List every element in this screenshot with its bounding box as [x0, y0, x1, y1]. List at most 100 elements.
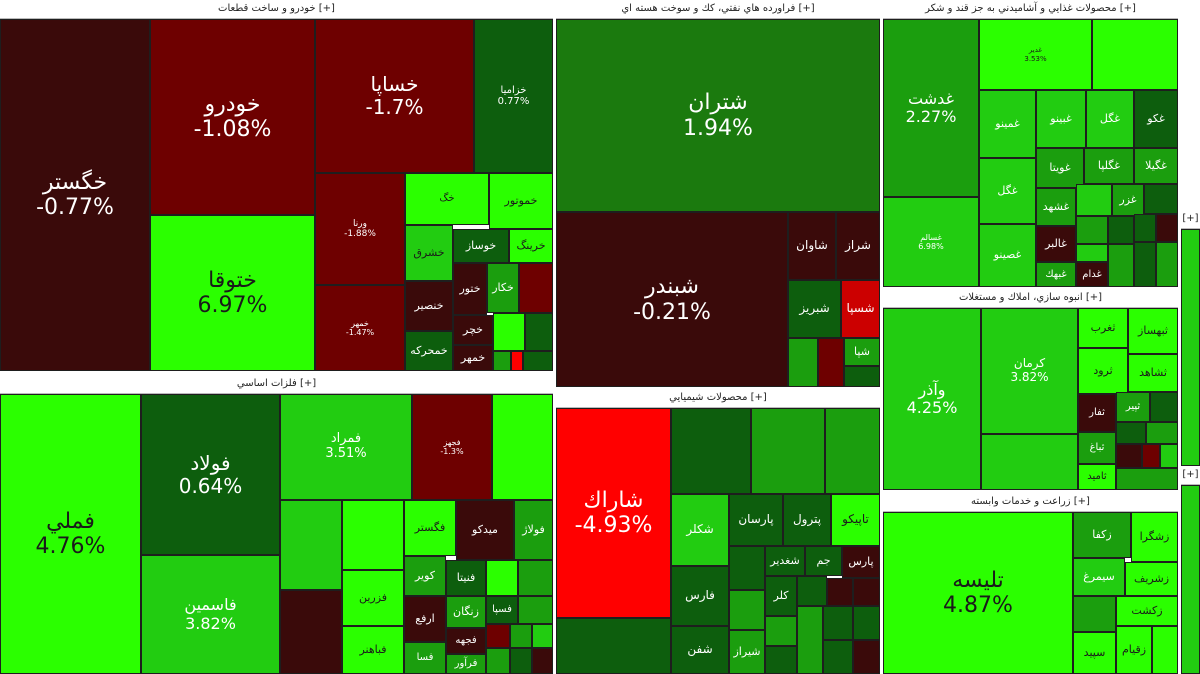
stock-tile-small-10[interactable] — [1092, 19, 1178, 90]
stock-tile-khosaz[interactable]: خوساز — [453, 229, 509, 263]
stock-tile-fars[interactable]: فارس — [671, 566, 729, 626]
stock-tile-shklar[interactable]: شكلر — [671, 494, 729, 566]
sector-header-side-1[interactable]: [+] — [1181, 210, 1200, 229]
stock-tile-small-53[interactable] — [1146, 422, 1178, 444]
stock-tile-sapid[interactable]: سپيد — [1073, 632, 1116, 674]
stock-tile-ghgila[interactable]: غگيلا — [1134, 148, 1178, 184]
stock-tile-small-51[interactable] — [1150, 392, 1178, 422]
stock-tile-small-24[interactable] — [280, 590, 342, 674]
stock-tile-parsan[interactable]: پارسان — [729, 494, 783, 546]
stock-tile-fjaha[interactable]: فجهه — [446, 628, 486, 654]
stock-tile-side-1[interactable] — [1181, 229, 1200, 466]
stock-tile-small-52[interactable] — [1116, 422, 1146, 444]
stock-tile-zkasht[interactable]: زكشت — [1116, 596, 1178, 626]
stock-tile-small-25[interactable] — [486, 560, 518, 596]
stock-tile-small-5[interactable] — [511, 351, 523, 371]
stock-tile-small-14[interactable] — [1108, 216, 1134, 244]
stock-tile-khzamia[interactable]: خزاميا 0.77% — [474, 19, 553, 173]
stock-tile-shbandar[interactable]: شبندر -0.21% — [556, 212, 788, 387]
stock-tile-small-4[interactable] — [493, 351, 511, 371]
stock-tile-small-20[interactable] — [1156, 242, 1178, 287]
stock-tile-ghgol[interactable]: غگل — [1086, 90, 1134, 148]
stock-tile-shraz[interactable]: شراز — [836, 212, 880, 280]
stock-tile-pars[interactable]: پارس — [842, 546, 880, 578]
stock-tile-small-57[interactable] — [1116, 468, 1178, 490]
stock-tile-small-21[interactable] — [492, 394, 553, 500]
stock-tile-khmotor[interactable]: خموتور — [489, 173, 553, 229]
sector-header-chem[interactable]: محصولات شيميايي [+] — [556, 389, 880, 408]
expand-button[interactable]: [+] — [299, 378, 317, 389]
stock-tile-shiraz[interactable]: شيراز — [729, 630, 765, 674]
stock-tile-shetran[interactable]: شتران 1.94% — [556, 19, 880, 212]
stock-tile-small-9[interactable] — [844, 366, 880, 387]
stock-tile-famrad[interactable]: فمراد 3.51% — [280, 394, 412, 500]
stock-tile-ghzar[interactable]: غزر — [1112, 184, 1144, 216]
stock-tile-small-32[interactable] — [510, 648, 532, 674]
stock-tile-kh1[interactable]: خگ — [405, 173, 489, 225]
stock-tile-ghdam[interactable]: غدام — [1076, 262, 1108, 287]
stock-tile-farfa[interactable]: ارفع — [404, 596, 446, 642]
stock-tile-tfar[interactable]: ثفار — [1078, 394, 1116, 432]
stock-tile-talisa[interactable]: تليسه 4.87% — [883, 512, 1073, 674]
stock-tile-khtor[interactable]: ختور — [453, 263, 487, 315]
stock-tile-khtoqa[interactable]: ختوقا 6.97% — [150, 215, 315, 371]
stock-tile-ghshahd[interactable]: غشهد — [1036, 188, 1076, 226]
stock-tile-small-56[interactable] — [1160, 444, 1178, 468]
stock-tile-ghmino[interactable]: غمينو — [979, 90, 1036, 158]
stock-tile-small-39[interactable] — [797, 576, 827, 606]
stock-tile-small-55[interactable] — [1142, 444, 1160, 468]
expand-button[interactable]: [+] — [1073, 496, 1090, 507]
stock-tile-small-23[interactable] — [342, 500, 404, 570]
stock-tile-shpa[interactable]: شپا — [844, 338, 880, 366]
stock-tile-fkawar[interactable]: كوير — [404, 556, 446, 596]
stock-tile-fsa[interactable]: فسپا — [486, 596, 518, 624]
stock-tile-small-34[interactable] — [556, 618, 671, 674]
stock-tile-small-45[interactable] — [797, 606, 823, 674]
stock-tile-trood[interactable]: ثرود — [1078, 348, 1128, 394]
stock-tile-khsharq[interactable]: خشرق — [405, 225, 453, 281]
stock-tile-fjahr[interactable]: فجهز -1.3% — [412, 394, 492, 500]
stock-tile-small-11[interactable] — [1076, 184, 1112, 216]
stock-tile-small-22[interactable] — [280, 500, 342, 590]
expand-button[interactable]: [+] — [1119, 3, 1136, 14]
stock-tile-ghko[interactable]: غكو — [1134, 90, 1178, 148]
stock-tile-tpir[interactable]: ثپير — [1116, 392, 1150, 422]
stock-tile-tapiko[interactable]: تاپيكو — [831, 494, 880, 546]
stock-tile-khodro[interactable]: خودرو -1.08% — [150, 19, 315, 215]
stock-tile-small-17[interactable] — [1076, 244, 1108, 262]
stock-tile-small-40[interactable] — [827, 578, 853, 606]
stock-tile-tamid[interactable]: ثاميد — [1078, 464, 1116, 490]
stock-tile-khmhr[interactable]: خمهر -1.47% — [315, 285, 405, 371]
stock-tile-ghgolpa[interactable]: غگلپا — [1084, 148, 1134, 184]
sector-header-oil[interactable]: فراورده هاي نفتي، كك و سوخت هسته اي [+] — [556, 0, 880, 19]
stock-tile-fvolaz[interactable]: فولاژ — [514, 500, 553, 560]
stock-tile-fzarin[interactable]: فزرين — [342, 570, 404, 626]
stock-tile-small-26[interactable] — [518, 560, 553, 596]
stock-tile-small-7[interactable] — [788, 338, 818, 387]
stock-tile-shavan[interactable]: شاوان — [788, 212, 836, 280]
stock-tile-ghviota[interactable]: غويتا — [1036, 148, 1084, 188]
stock-tile-shafan[interactable]: شفن — [671, 626, 729, 674]
stock-tile-small-13[interactable] — [1076, 216, 1108, 244]
stock-tile-small-37[interactable] — [825, 408, 880, 494]
stock-tile-small-28[interactable] — [486, 624, 510, 648]
stock-tile-small-2[interactable] — [493, 313, 525, 351]
stock-tile-vrna[interactable]: ورنا -1.88% — [315, 173, 405, 285]
stock-tile-ghalbor[interactable]: غالبر — [1036, 226, 1076, 262]
stock-tile-small-54[interactable] — [1116, 444, 1142, 468]
stock-tile-ghsmall1[interactable]: غدير 3.53% — [979, 19, 1092, 90]
stock-tile-fnitna[interactable]: فنيتا — [446, 560, 486, 596]
stock-tile-small-16[interactable] — [1156, 214, 1178, 242]
sector-header-side-2[interactable]: [+] — [1181, 466, 1200, 485]
stock-tile-side-2[interactable] — [1181, 485, 1200, 674]
sector-header-auto[interactable]: خودرو و ساخت قطعات [+] — [0, 0, 553, 19]
stock-tile-small-47[interactable] — [853, 606, 880, 640]
stock-tile-khkar[interactable]: خكار — [487, 263, 519, 313]
stock-tile-fameli[interactable]: فملي 4.76% — [0, 394, 141, 674]
stock-tile-shtabriz[interactable]: شبريز — [788, 280, 841, 338]
expand-button[interactable]: [+] — [318, 3, 335, 14]
stock-tile-tshahed[interactable]: ثشاهد — [1128, 354, 1178, 392]
stock-tile-simorgh[interactable]: سيمرغ — [1073, 558, 1125, 596]
stock-tile-small-19[interactable] — [1134, 242, 1156, 287]
stock-tile-small-58[interactable] — [1073, 596, 1116, 632]
